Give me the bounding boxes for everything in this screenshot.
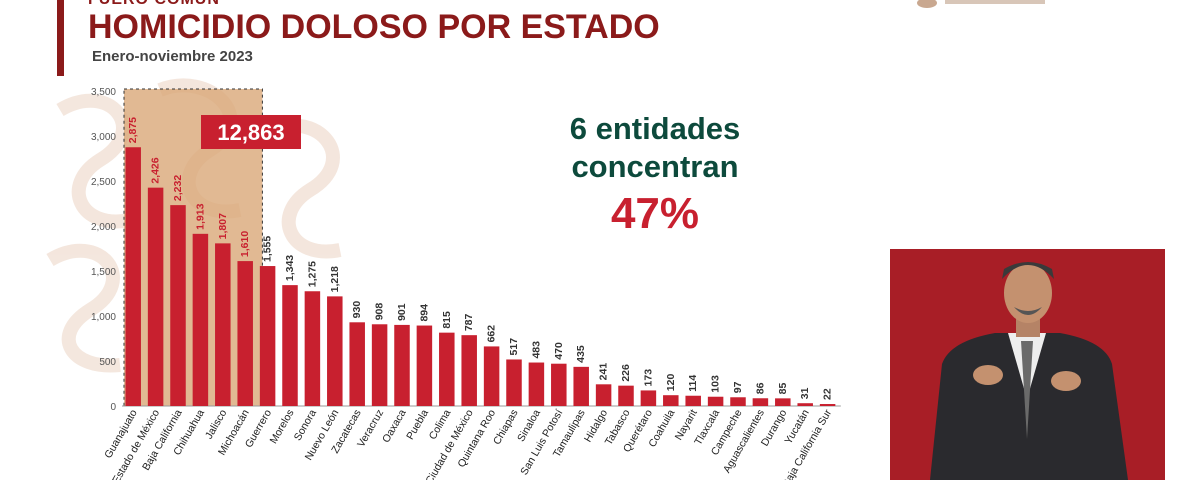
page-subtitle: Enero-noviembre 2023 xyxy=(92,48,253,65)
bar-value-label: 2,426 xyxy=(150,157,162,183)
bar-veracruz xyxy=(371,324,388,406)
bar-michoacan xyxy=(237,261,253,406)
bar-value-label: 1,807 xyxy=(217,213,229,239)
bar-value-label: 2,875 xyxy=(127,117,139,143)
bar-baja-california-sur xyxy=(819,404,836,406)
government-logo-icon xyxy=(915,0,1055,8)
bar-value-label: 86 xyxy=(754,382,766,394)
bar-tabasco xyxy=(618,385,634,406)
bar-sinaloa xyxy=(528,362,545,406)
bar-puebla xyxy=(416,325,433,406)
callout-line-2: concentran xyxy=(571,149,739,184)
bar-value-label: 1,555 xyxy=(262,236,274,262)
bar-value-label: 517 xyxy=(508,338,520,356)
bar-sonora xyxy=(304,291,321,406)
bar-ciudad-de-mexico xyxy=(461,335,477,406)
bar-value-label: 483 xyxy=(530,341,542,359)
bar-value-label: 114 xyxy=(687,375,699,392)
y-tick-label: 0 xyxy=(110,402,116,413)
callout-line-1: 6 entidades xyxy=(569,111,741,146)
bar-hidalgo xyxy=(595,384,612,406)
bar-san-luis-potosi xyxy=(551,363,567,406)
bar-chiapas xyxy=(506,359,522,406)
bar-nuevo-leon xyxy=(327,296,343,406)
bar-coahuila xyxy=(663,395,679,406)
bar-value-label: 241 xyxy=(598,363,610,381)
bar-campeche xyxy=(730,397,746,406)
bar-durango xyxy=(775,398,791,406)
header-kicker: FUERO COMÚN xyxy=(88,0,220,9)
bar-value-label: 97 xyxy=(732,381,744,393)
y-tick-label: 3,000 xyxy=(91,132,116,143)
bar-tamaulipas xyxy=(573,366,589,406)
bar-value-label: 930 xyxy=(351,301,363,319)
bar-tlaxcala xyxy=(707,396,724,406)
sign-language-interpreter-video xyxy=(890,249,1165,480)
bar-value-label: 908 xyxy=(374,303,386,321)
bar-queretaro xyxy=(640,390,657,406)
total-badge xyxy=(201,115,301,149)
bar-jalisco xyxy=(215,243,231,406)
bar-colima xyxy=(439,332,455,406)
bar-value-label: 470 xyxy=(553,342,565,360)
y-tick-label: 3,500 xyxy=(91,87,116,98)
bar-baja-california xyxy=(170,205,186,406)
bar-value-label: 22 xyxy=(822,388,834,400)
bar-value-label: 894 xyxy=(418,304,430,322)
bar-zacatecas xyxy=(349,322,365,406)
bar-value-label: 1,218 xyxy=(329,266,341,292)
bar-value-label: 901 xyxy=(396,303,408,321)
bar-value-label: 1,343 xyxy=(284,255,296,281)
bar-nayarit xyxy=(685,395,701,406)
total-badge-label: 12,863 xyxy=(217,120,284,145)
bar-value-label: 85 xyxy=(777,383,789,395)
bar-value-label: 103 xyxy=(710,375,722,393)
bar-oaxaca xyxy=(394,324,410,406)
bar-value-label: 120 xyxy=(665,374,677,392)
bar-value-label: 787 xyxy=(463,313,475,331)
y-tick-label: 2,000 xyxy=(91,222,116,233)
page-title: HOMICIDIO DOLOSO POR ESTADO xyxy=(88,8,660,46)
bar-value-label: 435 xyxy=(575,345,587,363)
bar-guanajuato xyxy=(125,147,141,406)
bar-value-label: 1,610 xyxy=(239,231,251,257)
bar-value-label: 1,913 xyxy=(194,203,206,229)
bar-value-label: 662 xyxy=(486,325,498,343)
y-tick-label: 1,500 xyxy=(91,267,116,278)
title-accent-bar xyxy=(57,0,64,76)
bar-value-label: 1,275 xyxy=(306,261,318,287)
bar-morelos xyxy=(282,285,298,406)
callout-percent: 47% xyxy=(610,189,700,238)
bar-quintana-roo xyxy=(483,346,500,406)
bar-chihuahua xyxy=(192,233,209,406)
bar-estado-de-mexico xyxy=(147,187,164,406)
bar-value-label: 2,232 xyxy=(172,175,184,201)
bar-aguascalientes xyxy=(752,398,769,406)
bar-value-label: 173 xyxy=(642,369,654,387)
y-tick-label: 2,500 xyxy=(91,177,116,188)
sign-language-interpreter-icon xyxy=(890,249,1165,480)
y-tick-label: 1,000 xyxy=(91,312,116,323)
bar-value-label: 815 xyxy=(441,311,453,329)
bar-guerrero xyxy=(259,266,276,406)
bar-yucatan xyxy=(797,403,813,406)
bar-value-label: 31 xyxy=(799,387,811,399)
y-tick-label: 500 xyxy=(99,357,116,368)
concentration-callout: 6 entidades concentran 47% xyxy=(535,110,775,242)
bar-value-label: 226 xyxy=(620,364,632,382)
